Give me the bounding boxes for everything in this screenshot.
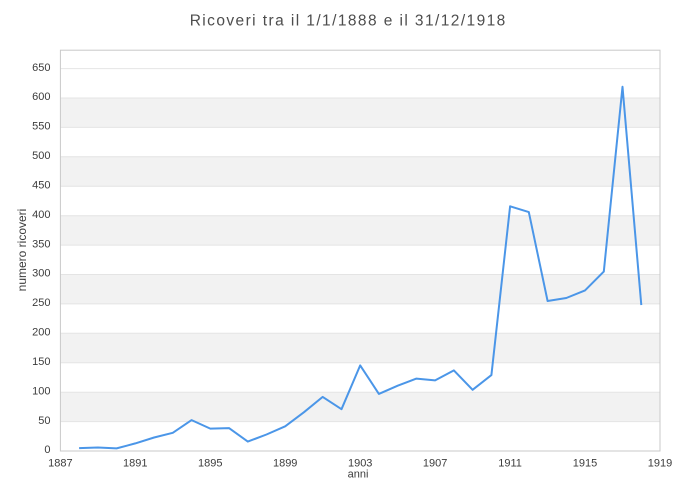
svg-text:550: 550 — [32, 121, 50, 133]
svg-text:1915: 1915 — [573, 458, 597, 470]
svg-text:0: 0 — [44, 444, 50, 456]
svg-text:500: 500 — [32, 150, 50, 162]
svg-text:1895: 1895 — [198, 458, 222, 470]
svg-text:50: 50 — [38, 415, 50, 427]
svg-text:400: 400 — [32, 209, 50, 221]
svg-text:numero ricoveri: numero ricoveri — [15, 209, 29, 292]
svg-text:1919: 1919 — [648, 458, 672, 470]
svg-text:250: 250 — [32, 297, 50, 309]
svg-text:300: 300 — [32, 268, 50, 280]
svg-text:anni: anni — [348, 469, 369, 481]
svg-text:200: 200 — [32, 327, 50, 339]
svg-text:450: 450 — [32, 180, 50, 192]
svg-text:1887: 1887 — [48, 458, 72, 470]
svg-text:1907: 1907 — [423, 458, 447, 470]
svg-text:350: 350 — [32, 238, 50, 250]
svg-text:1899: 1899 — [273, 458, 297, 470]
svg-text:600: 600 — [32, 91, 50, 103]
svg-text:1891: 1891 — [123, 458, 147, 470]
svg-text:1903: 1903 — [348, 458, 372, 470]
svg-text:1911: 1911 — [498, 458, 522, 470]
svg-text:100: 100 — [32, 385, 50, 397]
svg-text:Ricoveri tra il 1/1/1888 e il: Ricoveri tra il 1/1/1888 e il 31/12/1918 — [190, 13, 507, 30]
svg-text:650: 650 — [32, 62, 50, 74]
svg-text:150: 150 — [32, 356, 50, 368]
